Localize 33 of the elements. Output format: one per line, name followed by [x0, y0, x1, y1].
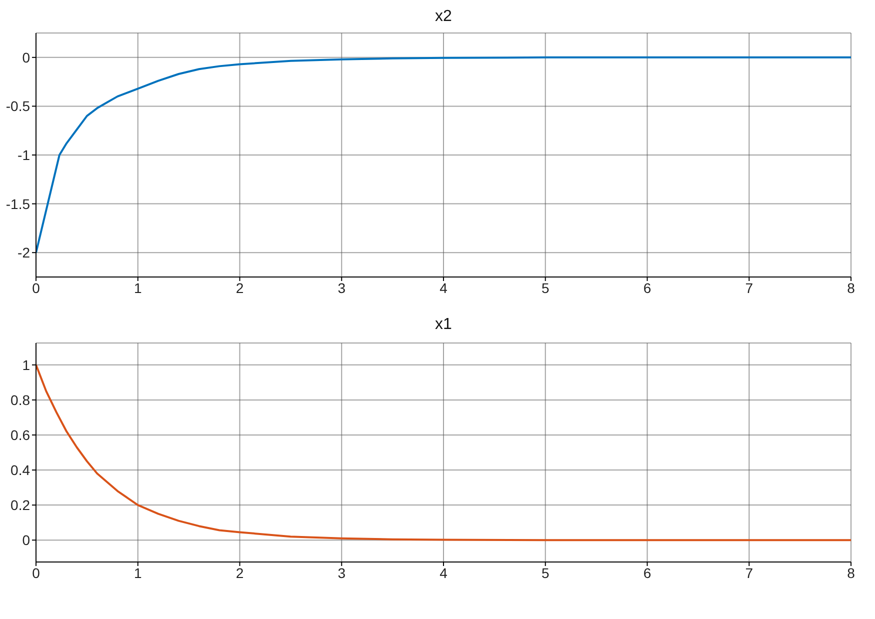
x-tick-label: 8: [847, 564, 856, 581]
x-tick-label: 8: [847, 280, 856, 296]
x-tick-label: 7: [745, 564, 754, 581]
x-tick-label: 3: [338, 280, 346, 296]
x-tick-label: 1: [134, 280, 142, 296]
x-tick-label: 4: [440, 564, 448, 581]
line-series: [36, 364, 851, 542]
y-tick-label: 0: [22, 49, 30, 66]
y-tick-label: 0: [22, 532, 30, 548]
y-tick-label: 0.4: [10, 462, 30, 478]
y-tick-label: 1: [22, 356, 30, 373]
x-tick-label: 2: [236, 280, 244, 296]
y-tick-label: 0.2: [10, 497, 30, 514]
x-tick-label: 4: [440, 280, 448, 296]
y-tick-label: -1: [18, 146, 30, 163]
y-tick-label: 0.6: [10, 426, 30, 443]
x-tick-label: 5: [541, 564, 550, 581]
x-tick-label: 6: [643, 280, 652, 296]
x-tick-label: 7: [745, 280, 754, 296]
chart-title: x2: [434, 8, 453, 26]
y-tick-label: -0.5: [6, 98, 30, 114]
x-tick-label: 2: [236, 564, 244, 581]
line-series: [36, 56, 851, 254]
y-tick-label: 0.8: [10, 392, 30, 408]
x-tick-label: 5: [541, 280, 550, 296]
x-tick-label: 0: [32, 564, 40, 581]
y-tick-label: -2: [18, 244, 30, 261]
x-tick-label: 3: [338, 564, 346, 581]
x-tick-label: 1: [134, 564, 142, 581]
x-tick-label: 6: [643, 564, 652, 581]
y-tick-label: -1.5: [6, 196, 30, 212]
chart-title: x1: [434, 316, 453, 334]
x-tick-label: 0: [32, 280, 40, 296]
